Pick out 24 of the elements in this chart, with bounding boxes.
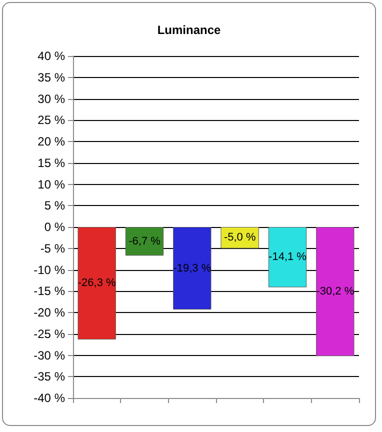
chart-title: Luminance (157, 23, 221, 37)
y-tick-label: -15 % (34, 284, 66, 298)
y-tick-label: 40 % (38, 49, 66, 63)
data-label: -19,3 % (173, 262, 212, 274)
data-label: -26,3 % (78, 277, 116, 290)
y-tick-label: 10 % (38, 177, 66, 192)
y-tick-label: -25 % (34, 326, 66, 341)
y-tick-label: -10 % (34, 262, 66, 277)
data-label: -30,2 % (316, 286, 354, 298)
y-tick-label: 5 % (44, 198, 66, 213)
y-tick-label: 35 % (38, 70, 66, 84)
y-tick-label: -5 % (40, 241, 66, 256)
y-tick-label: 20 % (38, 134, 66, 148)
y-tick-label: -40 % (34, 391, 66, 405)
y-tick-label: 25 % (38, 113, 66, 128)
y-tick-label: 15 % (38, 156, 66, 170)
y-tick-label: 30 % (38, 92, 66, 106)
data-label: -14,1 % (268, 251, 307, 264)
y-tick-label: -20 % (34, 306, 66, 320)
data-label: -6,7 % (128, 235, 161, 248)
y-tick-label: -35 % (34, 370, 66, 384)
y-tick-label: -30 % (34, 348, 66, 362)
y-tick-label: 0 % (44, 220, 66, 234)
data-label: -5,0 % (224, 232, 256, 244)
